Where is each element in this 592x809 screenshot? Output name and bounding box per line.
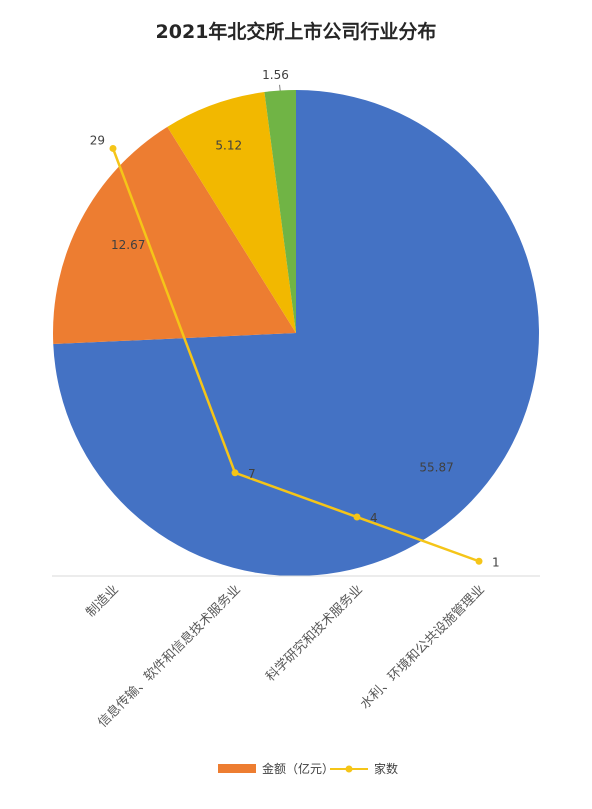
- pie-value-label: 55.87: [419, 460, 453, 474]
- legend-swatch-amount: [218, 764, 256, 773]
- count-value-label: 1: [492, 555, 500, 569]
- pie-slice: [53, 126, 296, 345]
- count-value-label: 7: [248, 467, 256, 481]
- legend-marker-count: [345, 765, 353, 773]
- chart-title: 2021年北交所上市公司行业分布: [156, 20, 437, 43]
- pie-slices: [53, 90, 539, 576]
- pie-slice: [264, 90, 296, 333]
- count-point: [353, 513, 361, 521]
- legend: 金额（亿元） 家数: [218, 761, 398, 776]
- pie-slice: [53, 90, 539, 576]
- category-label: 制造业: [84, 582, 122, 620]
- pie-value-label: 12.67: [111, 238, 145, 252]
- count-line: [111, 148, 480, 563]
- count-value-label: 29: [90, 133, 105, 147]
- legend-label-count: 家数: [374, 761, 398, 776]
- legend-label-amount: 金额（亿元）: [262, 761, 334, 776]
- count-point: [109, 144, 117, 152]
- category-label: 信息传输、软件和信息技术服务业: [95, 582, 244, 731]
- category-label: 水利、环境和公共设施管理业: [358, 582, 488, 712]
- pie-value-label: 5.12: [215, 138, 242, 152]
- pie-value-labels: 55.87 12.67 5.12 1.56: [111, 68, 454, 474]
- pie-value-label: 1.56: [262, 68, 289, 82]
- count-line-series: 29 7 4 1: [90, 133, 500, 569]
- leader-line: [279, 84, 281, 91]
- category-label: 科学研究和技术服务业: [263, 582, 366, 685]
- count-value-label: 4: [370, 511, 378, 525]
- count-point: [231, 469, 239, 477]
- count-point: [475, 557, 483, 565]
- pie-slice: [167, 92, 296, 333]
